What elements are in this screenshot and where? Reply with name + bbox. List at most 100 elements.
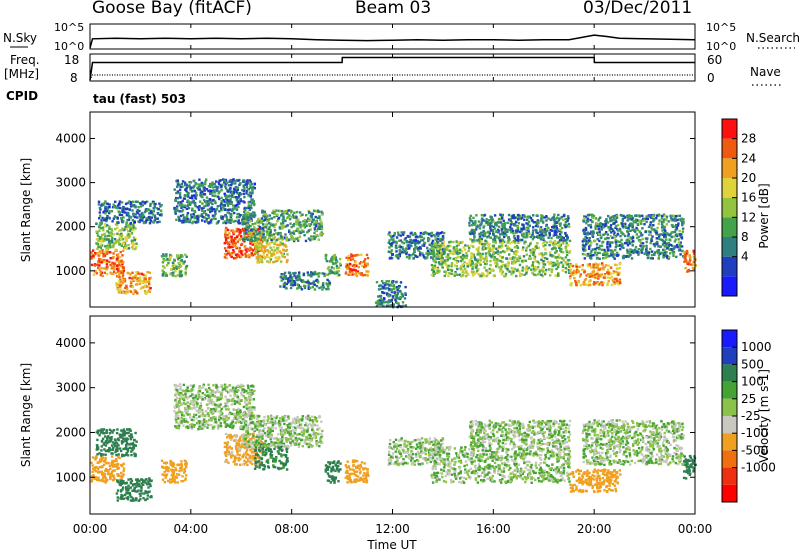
scatter-cell [168,258,171,261]
scatter-cell [592,253,595,257]
scatter-cell [293,216,296,219]
scatter-cell [612,218,616,222]
scatter-cell [614,241,618,244]
scatter-cell [596,256,599,260]
scatter-cell [449,240,452,244]
scatter-cell [223,200,226,203]
scatter-cell [433,264,437,267]
scatter-cell [117,289,120,292]
scatter-cell [471,267,474,270]
scatter-cell [439,239,442,242]
scatter-cell [488,247,492,250]
scatter-cell [565,234,568,237]
scatter-cell [99,251,103,254]
scatter-cell [522,226,526,229]
scatter-cell [354,254,357,257]
scatter-cell [677,249,681,252]
scatter-cell [223,181,226,184]
scatter-cell [348,264,351,268]
scatter-cell [559,235,562,238]
scatter-cell [560,247,563,251]
scatter-cell [653,228,656,231]
scatter-cell [131,246,134,249]
scatter-cell [395,294,399,298]
scatter-cell [525,235,528,239]
scatter-cell [314,220,317,223]
scatter-cell [234,253,238,256]
scatter-cell [274,256,277,259]
scatter-cell [147,218,150,221]
scatter-cell [594,225,597,228]
scatter-cell [177,266,181,269]
scatter-cell [284,236,287,239]
scatter-cell [180,203,184,206]
scatter-cell [600,248,604,251]
scatter-cell [570,272,573,276]
scatter-cell [178,219,181,222]
scatter-cell [246,216,249,219]
scatter-cell [528,224,531,227]
scatter-cell [468,224,471,227]
scatter-cell [605,220,608,223]
scatter-cell [259,254,262,257]
scatter-cell [620,243,624,246]
scatter-cell [606,233,610,236]
scatter-cell [272,250,275,254]
scatter-cell [204,180,207,183]
scatter-cell [117,455,120,459]
scatter-cell [263,215,267,218]
scatter-cell [479,274,482,278]
scatter-cell [493,227,497,230]
scatter-cell [422,243,426,246]
scatter-cell [490,269,493,273]
scatter-cell [175,191,178,195]
scatter-cell [382,286,385,289]
scatter-cell [229,187,232,190]
scatter-cell [491,229,495,232]
scatter-cell [493,274,496,277]
scatter-cell [255,244,259,248]
scatter-cell [279,275,282,279]
scatter-cell [258,247,261,250]
scatter-cell [106,247,110,251]
scatter-cell [295,216,298,219]
scatter-cell [404,292,407,295]
scatter-cell [668,243,671,246]
scatter-cell [558,240,561,243]
scatter-cell [430,273,434,277]
scatter-cell [478,232,481,236]
scatter-cell [447,264,450,268]
scatter-cell [536,260,540,264]
scatter-cell [279,231,282,235]
scatter-cell [94,269,97,273]
scatter-cell [484,220,487,223]
scatter-cell [159,209,163,212]
scatter-cell [235,190,238,193]
scatter-cell [284,225,288,228]
scatter-cell [667,242,670,245]
scatter-cell [462,256,466,260]
scatter-cell [609,266,613,269]
scatter-cell [628,214,631,217]
scatter-cell [274,240,277,244]
scatter-cell [236,192,240,195]
scatter-cell [565,242,568,245]
scatter-cell [471,262,474,266]
scatter-cell [638,220,642,223]
scatter-cell [258,225,261,229]
scatter-cell [413,232,417,235]
scatter-cell [452,251,455,255]
scatter-cell [257,238,260,241]
scatter-cell [510,260,514,263]
colorbar-block [722,178,737,198]
scatter-cell [539,227,542,231]
scatter-cell [176,255,179,259]
scatter-cell [90,255,93,258]
scatter-cell [192,214,196,217]
scatter-cell [122,228,125,232]
scatter-cell [283,244,286,248]
scatter-cell [292,239,296,243]
scatter-cell [492,238,495,241]
scatter-cell [499,267,503,270]
scatter-cell [463,255,466,258]
